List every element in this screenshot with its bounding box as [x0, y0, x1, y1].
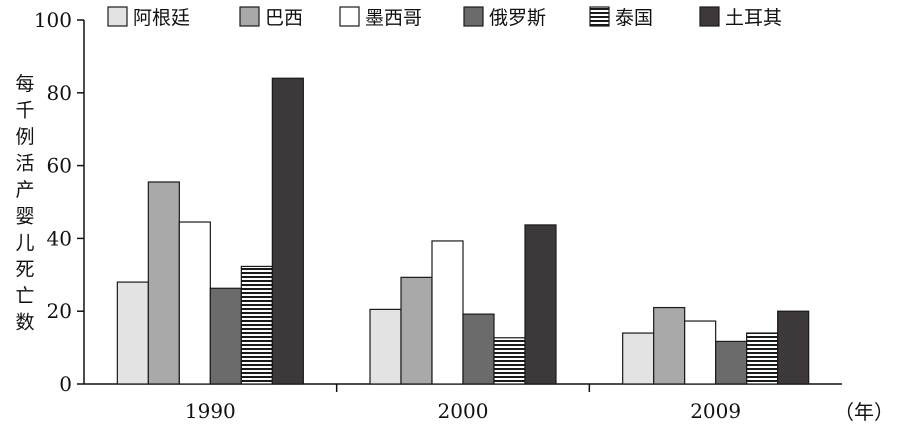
bar: [369, 308, 402, 385]
bar: [178, 221, 211, 385]
y-axis-label-char: 活: [15, 153, 34, 175]
x-tick-label: 1990: [185, 399, 236, 423]
legend-label: 巴西: [265, 7, 303, 29]
bar: [400, 276, 433, 385]
y-axis-label-char: 死: [15, 259, 34, 281]
legend: 阿根廷 巴西 墨西哥 俄罗斯 泰国 土耳其: [107, 6, 782, 29]
legend-label: 土耳其: [725, 7, 782, 29]
y-axis-label-char: 婴: [15, 206, 34, 228]
bar: [715, 340, 748, 385]
bar: [622, 332, 655, 385]
y-tick-label: 60: [47, 154, 72, 178]
legend-swatch: [699, 6, 720, 27]
bar: [116, 281, 149, 385]
bar: [431, 240, 464, 385]
y-axis-label-char: 例: [15, 126, 34, 148]
bar: [147, 181, 180, 385]
bar: [493, 337, 526, 385]
legend-swatch: [463, 6, 484, 27]
x-axis-unit: （年）: [834, 400, 894, 424]
y-axis: 0 20 40 60 80 100: [34, 8, 85, 396]
bar: [271, 77, 304, 385]
bar: [240, 265, 273, 385]
bar: [746, 332, 779, 385]
bars: [116, 77, 810, 385]
y-tick-label: 100: [34, 8, 72, 32]
x-tick-label: 2000: [438, 399, 489, 423]
y-tick-label: 0: [59, 372, 72, 396]
y-axis-label-char: 儿: [15, 232, 34, 254]
legend-label: 俄罗斯: [489, 7, 546, 29]
legend-swatch: [339, 6, 360, 27]
y-axis-label-char: 产: [15, 179, 34, 201]
bar: [653, 306, 686, 385]
bar: [209, 287, 242, 385]
y-axis-label-char: 数: [15, 312, 34, 334]
x-tick-label: 2009: [690, 399, 741, 423]
legend-swatch: [589, 6, 610, 27]
legend-label: 墨西哥: [365, 7, 422, 29]
y-axis-label-char: 每: [15, 73, 34, 95]
bar: [777, 310, 810, 385]
bar: [524, 224, 557, 385]
legend-swatch: [239, 6, 260, 27]
y-axis-label-char: 亡: [15, 285, 34, 307]
y-tick-label: 40: [47, 226, 72, 250]
legend-label: 泰国: [615, 7, 653, 29]
y-axis-label-char: 千: [15, 100, 34, 122]
bar: [462, 313, 495, 385]
legend-swatch: [107, 6, 128, 27]
legend-label: 阿根廷: [133, 7, 190, 29]
y-tick-label: 20: [47, 299, 72, 323]
y-tick-label: 80: [47, 81, 72, 105]
x-axis: （年） 1990 2000 2009: [84, 383, 894, 424]
bar: [684, 320, 717, 385]
